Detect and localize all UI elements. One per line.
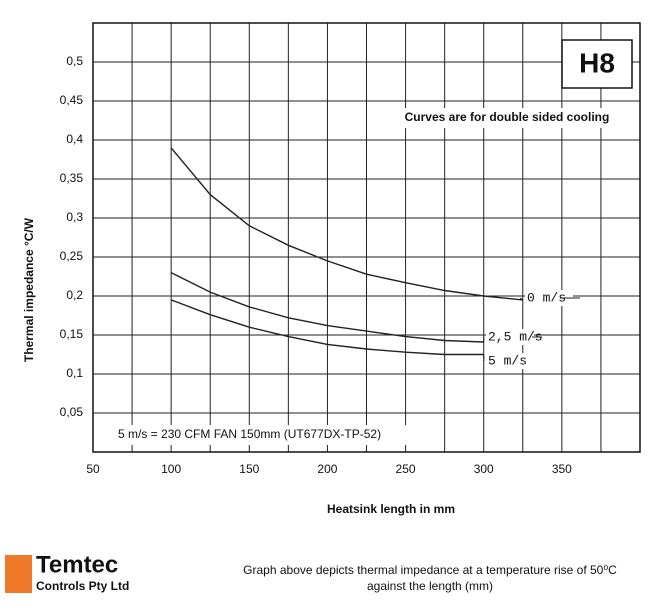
company-sub: Controls Pty Ltd — [36, 579, 129, 593]
logo-mark — [5, 555, 32, 593]
y-tick-label: 0,5 — [66, 54, 83, 68]
series-label: 2,5 m/s — [488, 329, 543, 344]
x-tick-label: 350 — [552, 462, 572, 476]
y-tick-label: 0,15 — [60, 327, 84, 341]
y-axis-label: Thermal impedance °C/W — [22, 217, 36, 362]
caption: Graph above depicts thermal impedance at… — [243, 563, 617, 577]
series-line — [170, 299, 484, 356]
caption: against the length (mm) — [367, 579, 493, 593]
annotation-bg — [112, 425, 412, 445]
x-tick-label: 50 — [86, 462, 100, 476]
series-label-bg — [525, 290, 573, 306]
y-tick-label: 0,3 — [66, 210, 83, 224]
y-tick-label: 0,1 — [66, 366, 83, 380]
y-tick-label: 0,05 — [60, 405, 84, 419]
plot-frame — [92, 22, 641, 453]
leader-line — [519, 297, 524, 301]
y-tick-label: 0,4 — [66, 132, 83, 146]
series-label: 5 m/s — [488, 353, 527, 368]
series-label: 0 m/s — [527, 290, 566, 305]
x-axis-label: Heatsink length in mm — [327, 502, 455, 516]
chart-title: H8 — [579, 47, 615, 78]
series-line — [170, 271, 484, 343]
subtitle-bg — [393, 108, 623, 128]
y-tick-label: 0,35 — [60, 171, 84, 185]
x-tick-label: 250 — [396, 462, 416, 476]
y-tick-label: 0,2 — [66, 288, 83, 302]
series-label-bg — [486, 329, 534, 345]
x-tick-label: 200 — [317, 462, 337, 476]
x-tick-label: 150 — [239, 462, 259, 476]
x-tick-label: 300 — [474, 462, 494, 476]
y-tick-label: 0,25 — [60, 249, 84, 263]
company-name: Temtec — [36, 551, 118, 578]
title-box — [561, 39, 633, 89]
annotation: 5 m/s = 230 CFM FAN 150mm (UT677DX-TP-52… — [118, 427, 381, 441]
y-tick-label: 0,45 — [60, 93, 84, 107]
series-label-bg — [486, 353, 534, 369]
subtitle: Curves are for double sided cooling — [405, 110, 610, 124]
series-line — [170, 147, 523, 301]
x-tick-label: 100 — [161, 462, 181, 476]
